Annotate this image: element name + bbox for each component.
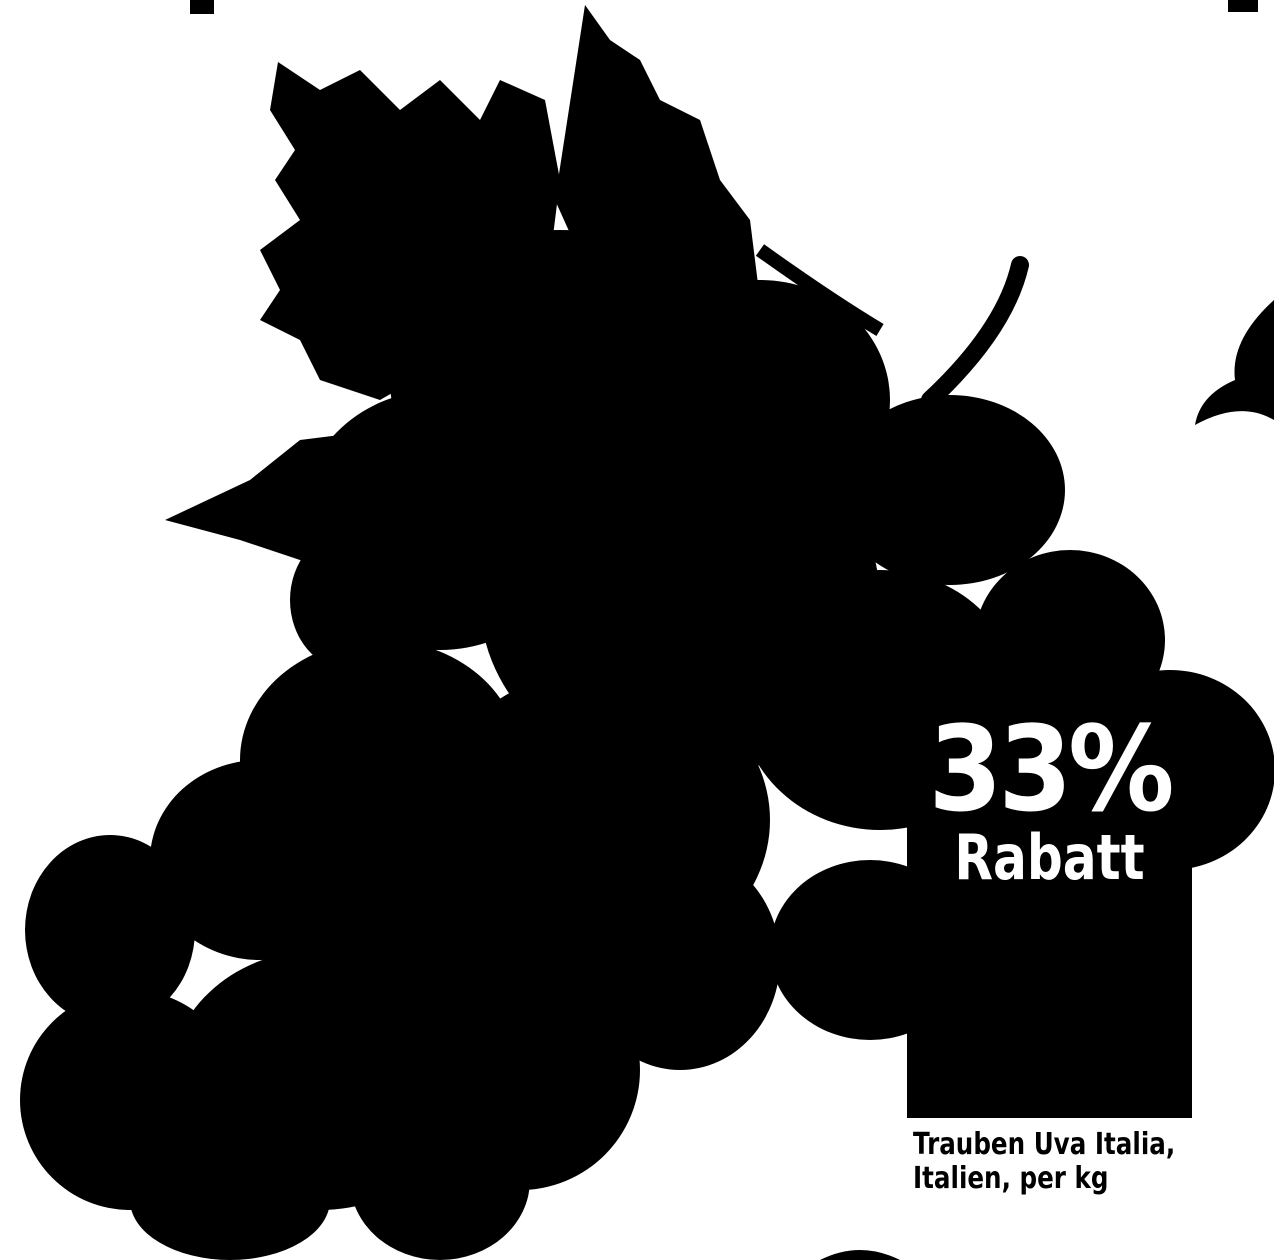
product-line: Italien, per kg bbox=[913, 1161, 1109, 1196]
discount-badge: 33% Rabatt bbox=[907, 700, 1192, 894]
product-line: Trauben Uva Italia, bbox=[913, 1127, 1176, 1162]
discount-value: 33% bbox=[928, 700, 1174, 838]
product-caption: Trauben Uva Italia, Italien, per kg bbox=[913, 1128, 1175, 1196]
discount-label: Rabatt bbox=[954, 821, 1145, 894]
